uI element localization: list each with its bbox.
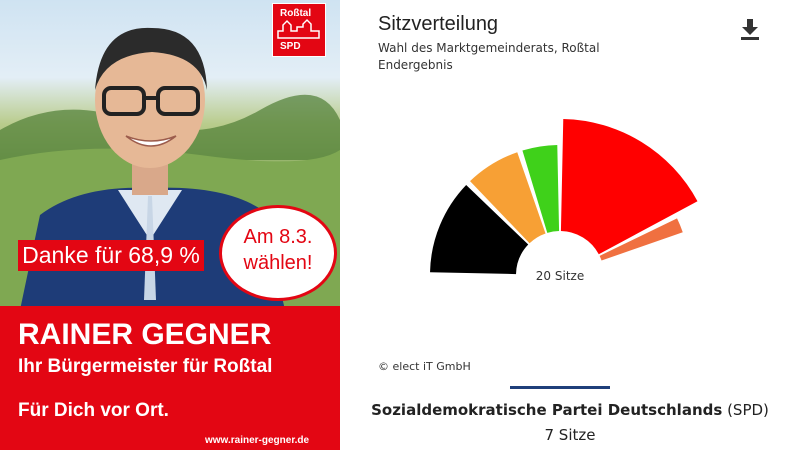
election-name: Wahl des Marktgemeinderats, Roßtal (378, 41, 600, 55)
candidate-role: Ihr Bürgermeister für Roßtal (18, 356, 273, 377)
selected-party-seats: 7 Sitze (544, 426, 596, 444)
poster-red-panel (0, 306, 340, 450)
seat-segment-5[interactable] (599, 218, 683, 261)
logo-party: SPD (280, 41, 301, 52)
panel-subtitle: Wahl des Marktgemeinderats, Roßtal Ender… (378, 40, 600, 74)
panel-title: Sitzverteilung (378, 13, 499, 35)
selected-party-name: Sozialdemokratische Partei Deutschlands (371, 401, 723, 419)
campaign-url[interactable]: www.rainer-gegner.de (205, 435, 310, 446)
campaign-poster: Roßtal SPD Danke für 68,9 % Am 8.3. wähl… (0, 0, 340, 450)
selection-indicator (510, 386, 610, 389)
town-silhouette-icon (277, 18, 320, 39)
vote-call: wählen! (243, 252, 313, 274)
seat-segment-1[interactable] (430, 185, 529, 275)
thanks-banner: Danke für 68,9 % (18, 240, 204, 271)
seat-segment-4[interactable] (560, 119, 698, 255)
chart-credit: © elect iT GmbH (378, 360, 471, 373)
selected-party-abbr: (SPD) (727, 401, 769, 419)
seat-segment-2[interactable] (470, 152, 546, 244)
seat-distribution-chart: 20 Sitze (430, 119, 698, 283)
seat-segment-3[interactable] (522, 145, 560, 233)
result-status: Endergebnis (378, 58, 453, 72)
candidate-name: RAINER GEGNER (18, 318, 272, 351)
total-seats-label: 20 Sitze (536, 269, 584, 283)
spd-rosstal-logo: Roßtal SPD (272, 3, 326, 57)
download-icon[interactable] (740, 17, 760, 41)
seat-distribution-panel: Sitzverteilung Wahl des Marktgemeinderat… (340, 0, 800, 450)
campaign-slogan: Für Dich vor Ort. (18, 400, 169, 421)
selected-party: Sozialdemokratische Partei Deutschlands … (340, 401, 800, 419)
election-date: Am 8.3. (243, 226, 313, 248)
logo-town: Roßtal (280, 8, 312, 19)
election-date-badge: Am 8.3. wählen! (222, 208, 334, 298)
